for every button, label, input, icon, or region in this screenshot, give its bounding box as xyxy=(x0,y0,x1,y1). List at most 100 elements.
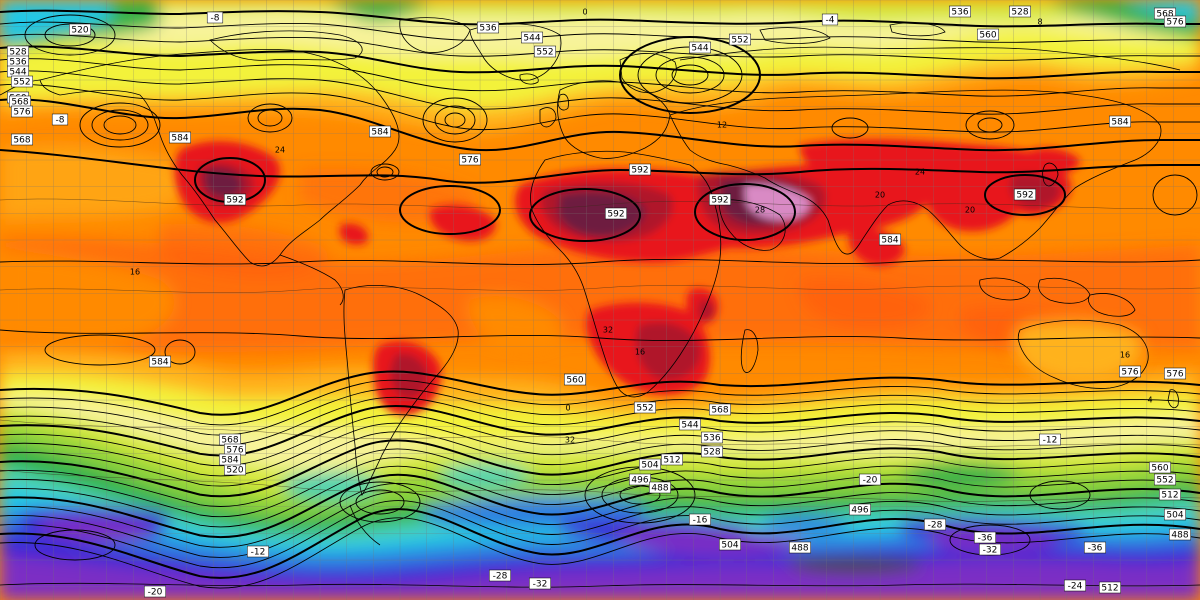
svg-text:-12: -12 xyxy=(251,548,266,558)
contour-label: 552 xyxy=(729,33,751,46)
svg-text:-36: -36 xyxy=(978,534,993,544)
svg-text:576: 576 xyxy=(226,446,243,456)
temperature-label: -20 xyxy=(144,585,166,598)
svg-text:504: 504 xyxy=(721,541,738,551)
svg-text:584: 584 xyxy=(221,456,238,466)
temperature-label: -12 xyxy=(247,545,269,558)
svg-text:24: 24 xyxy=(915,168,925,177)
temperature-label: 24 xyxy=(915,168,925,177)
temperature-label: -4 xyxy=(821,13,839,26)
contour-label: 536 xyxy=(949,5,971,18)
svg-text:576: 576 xyxy=(13,108,30,118)
geopotential-contours xyxy=(0,9,1200,589)
temperature-label: 8 xyxy=(1037,18,1042,27)
svg-text:568: 568 xyxy=(221,436,238,446)
contour-label: 560 xyxy=(1149,461,1171,474)
svg-text:504: 504 xyxy=(1166,511,1183,521)
isotherms xyxy=(0,198,1200,502)
svg-text:576: 576 xyxy=(1166,370,1183,380)
contour-label: 528 xyxy=(1009,5,1031,18)
svg-text:20: 20 xyxy=(965,206,975,215)
svg-text:28: 28 xyxy=(755,206,765,215)
sh-contour xyxy=(0,517,1200,589)
temperature-label: 24 xyxy=(275,146,285,155)
temperature-label: 12 xyxy=(717,121,727,130)
svg-text:536: 536 xyxy=(951,8,968,18)
svg-text:16: 16 xyxy=(635,348,645,357)
contour-label: 520 xyxy=(69,23,91,36)
contour-label: 584 xyxy=(169,131,191,144)
temperature-label: -24 xyxy=(1064,579,1086,592)
temperature-label: 32 xyxy=(603,326,613,335)
contour-label: 512 xyxy=(661,453,683,466)
sh-contour xyxy=(0,473,1200,539)
svg-text:-12: -12 xyxy=(1043,436,1058,446)
svg-text:584: 584 xyxy=(371,128,388,138)
svg-text:512: 512 xyxy=(1101,584,1118,594)
temperature-label: 32 xyxy=(565,436,575,445)
contour-label: 592 xyxy=(629,163,651,176)
sh-contour xyxy=(0,457,1200,518)
svg-text:16: 16 xyxy=(130,268,140,277)
svg-text:544: 544 xyxy=(523,34,540,44)
temperature-label: -32 xyxy=(979,543,1001,556)
svg-text:-8: -8 xyxy=(211,14,220,24)
svg-text:528: 528 xyxy=(1011,8,1028,18)
contour-label: 552 xyxy=(11,75,33,88)
svg-text:-28: -28 xyxy=(928,521,943,531)
temperature-label: -28 xyxy=(489,569,511,582)
contour-label: 584 xyxy=(219,453,241,466)
sh-contour xyxy=(0,508,1200,579)
sh-contour xyxy=(0,370,1200,416)
svg-text:20: 20 xyxy=(875,191,885,200)
sh-contour xyxy=(0,422,1200,477)
contour-label: 584 xyxy=(369,125,391,138)
temperature-labels: -8 0 8 16 24 32 16 20 12 28 24 20 16 4 0 -4 -12 -20 -28 -32… xyxy=(51,8,1153,598)
svg-text:576: 576 xyxy=(461,156,478,166)
svg-text:520: 520 xyxy=(71,26,88,36)
contour-label: 576 xyxy=(1164,367,1186,380)
svg-text:-8: -8 xyxy=(56,116,65,126)
svg-text:592: 592 xyxy=(1016,191,1033,201)
svg-text:568: 568 xyxy=(1156,10,1173,20)
svg-text:568: 568 xyxy=(13,136,30,146)
temperature-label: -28 xyxy=(924,518,946,531)
svg-text:592: 592 xyxy=(226,196,243,206)
svg-text:544: 544 xyxy=(681,421,698,431)
svg-text:0: 0 xyxy=(565,404,570,413)
svg-text:8: 8 xyxy=(1037,18,1042,27)
svg-text:576: 576 xyxy=(1166,18,1183,28)
contour-label: 560 xyxy=(977,28,999,41)
svg-text:16: 16 xyxy=(1120,351,1130,360)
svg-text:-20: -20 xyxy=(863,476,878,486)
contour-label: 488 xyxy=(1169,528,1191,541)
svg-text:560: 560 xyxy=(1151,464,1168,474)
svg-text:584: 584 xyxy=(151,358,168,368)
sh-contour xyxy=(0,396,1200,446)
contour-label: 552 xyxy=(634,401,656,414)
sh-contour xyxy=(0,482,1200,548)
svg-text:24: 24 xyxy=(275,146,285,155)
contour-label: 496 xyxy=(849,503,871,516)
contour-label: 504 xyxy=(639,458,661,471)
svg-text:496: 496 xyxy=(851,506,868,516)
svg-text:32: 32 xyxy=(565,436,575,445)
temperature-label: 16 xyxy=(1120,351,1130,360)
contour-label: 568 xyxy=(11,133,33,146)
contour-label: 568 xyxy=(709,403,731,416)
svg-text:544: 544 xyxy=(691,44,708,54)
contour-label: 504 xyxy=(1164,508,1186,521)
svg-text:592: 592 xyxy=(631,166,648,176)
coastlines xyxy=(0,17,1200,588)
contour-labels: 5205285365445525605685765845925365445525… xyxy=(7,5,1191,594)
contour-label: 592 xyxy=(224,193,246,206)
temperature-label: -36 xyxy=(974,531,996,544)
contour-label: 488 xyxy=(789,541,811,554)
contour-label: 544 xyxy=(689,41,711,54)
svg-text:-16: -16 xyxy=(693,516,708,526)
svg-text:488: 488 xyxy=(791,544,808,554)
contour-label: 512 xyxy=(1159,488,1181,501)
contour-label: 592 xyxy=(709,193,731,206)
temperature-label: 0 xyxy=(582,8,587,17)
